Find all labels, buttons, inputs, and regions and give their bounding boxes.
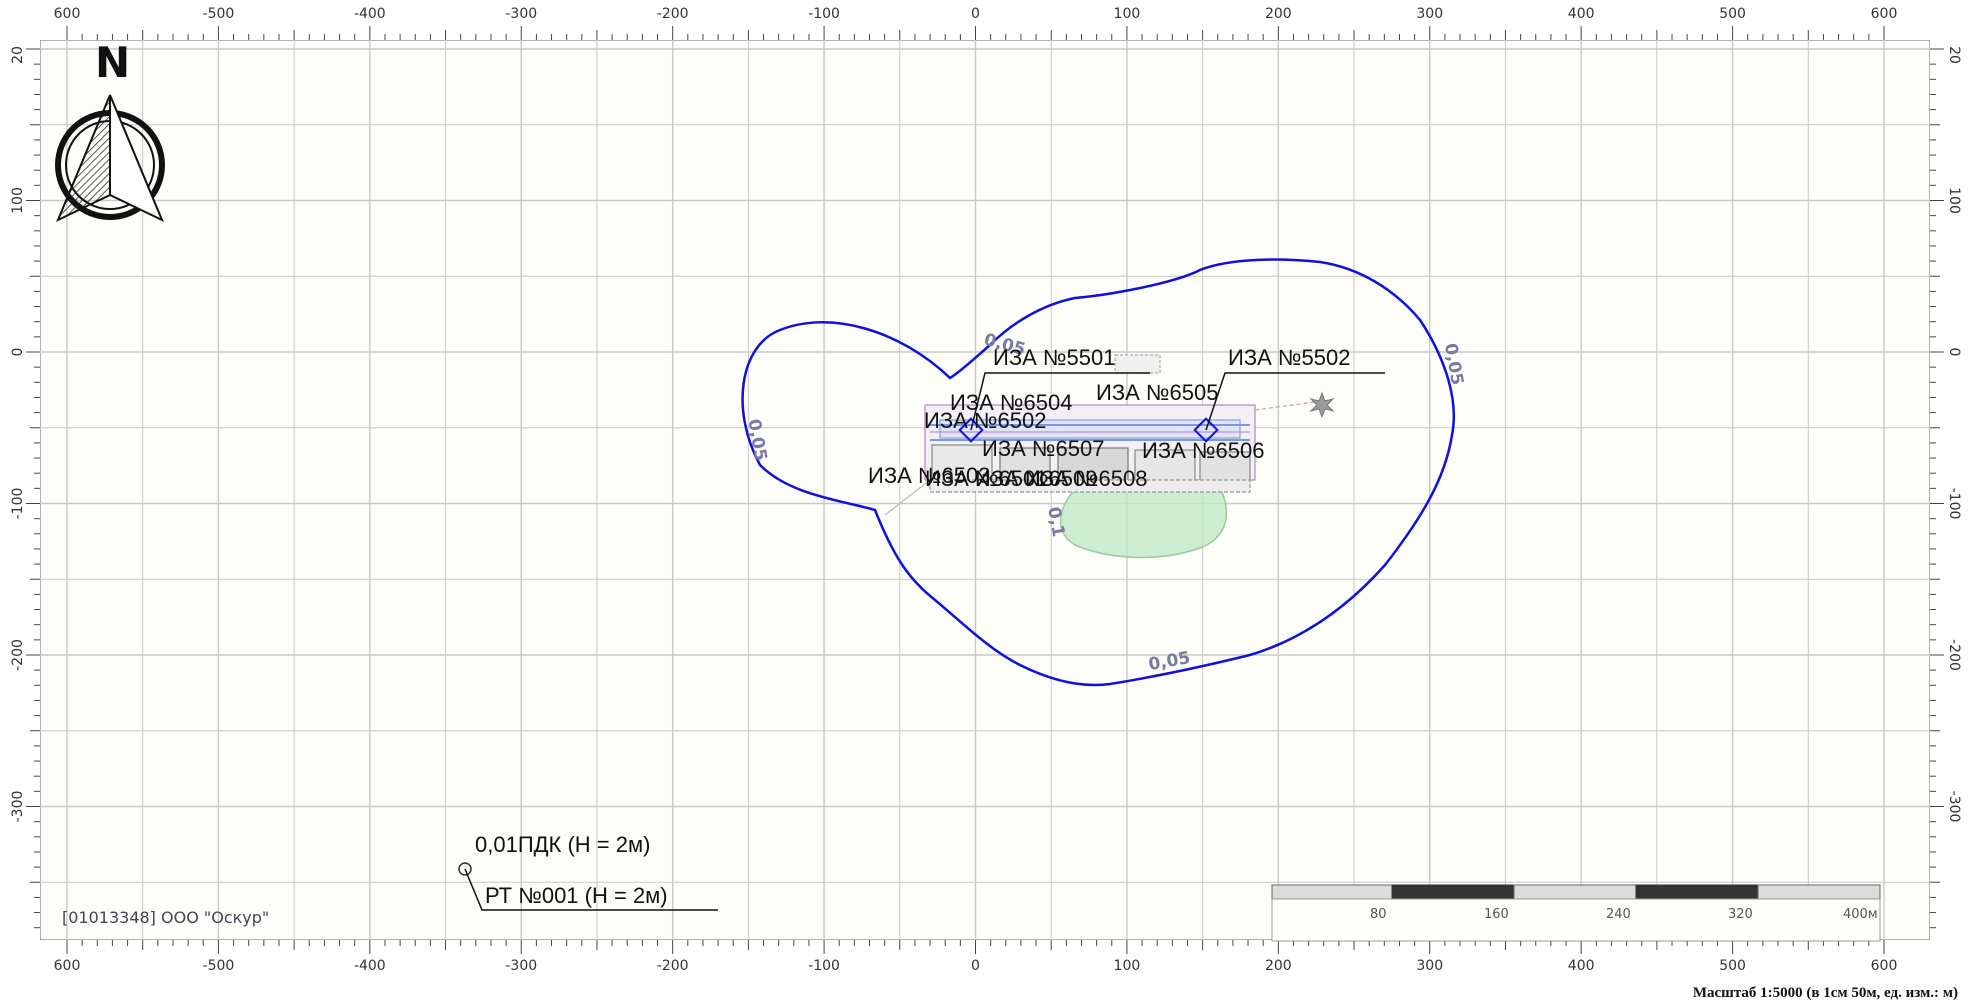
- x-tick-label-top: 600: [1871, 6, 1898, 22]
- rulers: 600 600 -500 -500 -400 -400 -300 -300 -200 -200 -1…: [0, 0, 1970, 980]
- source-label-6504: ИЗА №6504: [950, 390, 1072, 415]
- x-tick-label-top: -100: [808, 6, 840, 22]
- y-tick-label-left: -300: [10, 791, 26, 823]
- x-tick-label-top: -500: [203, 6, 235, 22]
- source-label-6507: ИЗА №6507: [982, 436, 1104, 461]
- company-label: [01013348] ООО "Оскур": [62, 908, 269, 927]
- source-label-6505: ИЗА №6505: [1096, 380, 1218, 405]
- star-marker-icon: [1309, 391, 1335, 419]
- x-tick-label-bottom: -300: [505, 958, 537, 974]
- x-tick-label-top: -400: [354, 6, 386, 22]
- calc-point-label: РТ №001 (H = 2м): [485, 883, 668, 908]
- y-tick-label-left: -100: [10, 488, 26, 520]
- source-labels: ИЗА №5501 ИЗА №5502 ИЗА №6504 ИЗА №6505 …: [868, 345, 1350, 491]
- scale-tick-320: 320: [1728, 907, 1753, 922]
- x-tick-label-bottom: -500: [203, 958, 235, 974]
- x-tick-label-bottom: -200: [657, 958, 689, 974]
- y-tick-label-right-partial: 20: [1946, 46, 1962, 64]
- scale-tick-400: 400м: [1843, 907, 1878, 922]
- site-plan: [884, 354, 1331, 516]
- ruler-left: [0, 40, 40, 940]
- x-tick-label-bottom: 600: [54, 958, 81, 974]
- scale-caption: Масштаб 1:5000 (в 1см 50м, ед. изм.: м): [1693, 985, 1958, 1001]
- calc-point-title: 0,01ПДК (H = 2м): [475, 832, 650, 857]
- y-tick-label-left-partial: 20: [10, 46, 26, 64]
- x-tick-label-top: 0: [971, 6, 980, 22]
- source-label-6508: ИЗА №6508: [1025, 466, 1147, 491]
- x-tick-label-top: 500: [1719, 6, 1746, 22]
- north-letter: N: [95, 38, 130, 87]
- y-tick-label-right: 100: [1946, 187, 1962, 214]
- y-tick-label-right: -200: [1946, 639, 1962, 671]
- source-label-5502: ИЗА №5502: [1228, 345, 1350, 370]
- source-label-6506: ИЗА №6506: [1142, 438, 1264, 463]
- x-tick-label-top: 400: [1568, 6, 1595, 22]
- x-tick-label-bottom: -100: [808, 958, 840, 974]
- scale-bar: 80 160 240 320 400м: [1271, 884, 1881, 942]
- y-tick-label-right: 0: [1946, 348, 1962, 357]
- x-tick-label-top: 300: [1416, 6, 1443, 22]
- scale-tick-160: 160: [1484, 907, 1509, 922]
- ruler-bottom: [0, 940, 1970, 980]
- leader-lines: [970, 372, 1385, 431]
- x-tick-label-bottom: 600: [1871, 958, 1898, 974]
- x-tick-label-bottom: 0: [971, 958, 980, 974]
- source-label-6502: ИЗА №6502: [924, 408, 1046, 433]
- x-tick-label-bottom: 400: [1568, 958, 1595, 974]
- y-tick-label-right: -100: [1946, 488, 1962, 520]
- north-arrow-icon: N: [55, 38, 165, 223]
- x-tick-label-top: 200: [1265, 6, 1292, 22]
- y-tick-label-left: -200: [10, 639, 26, 671]
- x-tick-label-bottom: 500: [1719, 958, 1746, 974]
- x-tick-label-top: -200: [657, 6, 689, 22]
- source-label-6501: ИЗА №6501: [925, 466, 1047, 491]
- y-tick-label-left: 0: [10, 348, 26, 357]
- isoline-0-05: [741, 258, 1456, 687]
- calc-point[interactable]: 0,01ПДК (H = 2м) РТ №001 (H = 2м): [458, 832, 718, 911]
- scale-tick-80: 80: [1370, 907, 1387, 922]
- x-tick-label-top: 100: [1114, 6, 1141, 22]
- y-tick-label-right: -300: [1946, 791, 1962, 823]
- x-tick-label-top: -300: [505, 6, 537, 22]
- source-label-5501: ИЗА №5501: [993, 345, 1115, 370]
- ruler-top: [0, 0, 1970, 40]
- scale-tick-240: 240: [1606, 907, 1631, 922]
- ruler-right: [1930, 40, 1970, 940]
- x-tick-label-bottom: 300: [1416, 958, 1443, 974]
- x-tick-label-top: 600: [54, 6, 81, 22]
- x-tick-label-bottom: -400: [354, 958, 386, 974]
- source-marker-6506[interactable]: [1193, 417, 1219, 443]
- source-marker-6502[interactable]: [958, 417, 984, 443]
- grid-lines: [40, 40, 1930, 940]
- x-tick-label-bottom: 100: [1114, 958, 1141, 974]
- x-tick-label-bottom: 200: [1265, 958, 1292, 974]
- source-label-6509: ИЗА №6509: [975, 466, 1097, 491]
- calc-point-icon: [458, 862, 472, 876]
- y-tick-label-left: 100: [10, 187, 26, 214]
- source-label-6503: ИЗА №6503: [868, 463, 990, 488]
